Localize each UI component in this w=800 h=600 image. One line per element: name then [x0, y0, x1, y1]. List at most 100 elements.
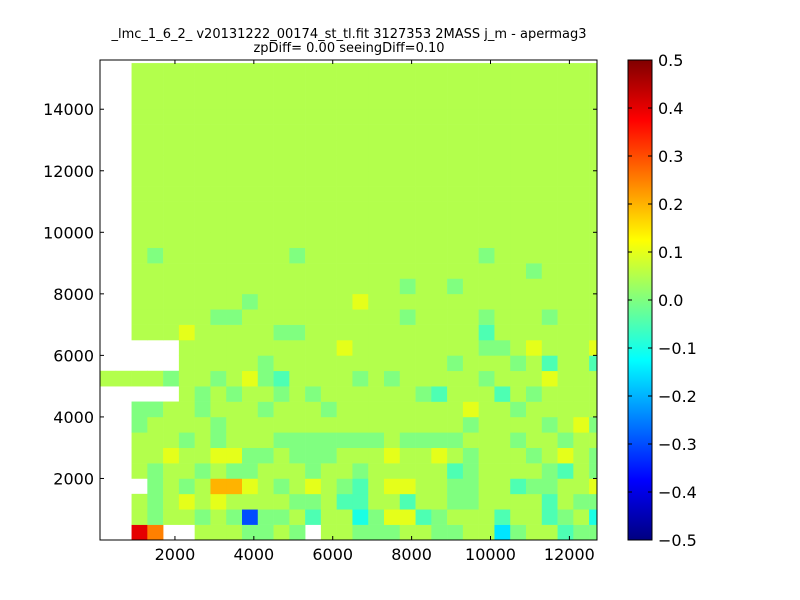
y-axis: 2000 4000 6000 8000 10000 12000 14000	[43, 100, 597, 488]
heatmap-cell	[478, 416, 495, 433]
heatmap-cell	[510, 140, 527, 156]
heatmap-cell	[289, 155, 306, 172]
heatmap-cell	[384, 109, 401, 125]
heatmap-cell	[478, 340, 495, 356]
heatmap-cell	[163, 155, 180, 172]
heatmap-cell	[573, 401, 590, 418]
heatmap-cell	[147, 309, 164, 325]
heatmap-cell	[305, 293, 322, 310]
heatmap-cell	[399, 263, 416, 279]
heatmap-cell	[494, 401, 511, 418]
heatmap-cell	[526, 124, 543, 141]
heatmap-cell	[431, 124, 448, 141]
heatmap-cell	[194, 432, 211, 448]
heatmap-cell	[510, 447, 527, 464]
heatmap-cell	[178, 432, 195, 448]
heatmap-cell	[384, 340, 401, 356]
heatmap-cell	[336, 478, 353, 495]
heatmap-cell	[289, 93, 306, 110]
heatmap-cell	[131, 509, 148, 525]
heatmap-cell	[163, 324, 180, 341]
heatmap-cell	[415, 93, 432, 110]
heatmap-cell	[478, 78, 495, 95]
heatmap-cell	[431, 493, 448, 510]
heatmap-cell	[494, 155, 511, 172]
heatmap-cell	[573, 493, 590, 510]
heatmap-cell	[242, 309, 259, 325]
heatmap-cell	[557, 463, 574, 479]
heatmap-cell	[589, 493, 598, 510]
heatmap-cell	[541, 124, 558, 141]
heatmap-cell	[336, 124, 353, 141]
heatmap-cell	[336, 140, 353, 156]
heatmap-cell	[431, 463, 448, 479]
heatmap-cell	[447, 432, 464, 448]
heatmap-cell	[115, 370, 132, 387]
heatmap-cell	[478, 509, 495, 525]
heatmap-cell	[478, 170, 495, 187]
heatmap-cell	[226, 416, 243, 433]
heatmap-cell	[226, 340, 243, 356]
heatmap-cell	[163, 170, 180, 187]
heatmap-cell	[494, 109, 511, 125]
heatmap-cell	[415, 340, 432, 356]
heatmap-cell	[289, 232, 306, 248]
colorbar-tick-label: −0.3	[658, 435, 697, 454]
heatmap-cell	[510, 370, 527, 387]
heatmap-cell	[494, 140, 511, 156]
heatmap-cell	[573, 109, 590, 125]
heatmap-cell	[431, 263, 448, 279]
heatmap-cell	[210, 140, 227, 156]
heatmap-cell	[305, 155, 322, 172]
heatmap-cell	[368, 124, 385, 141]
heatmap-cell	[368, 324, 385, 341]
heatmap-cell	[399, 340, 416, 356]
heatmap-cell	[447, 355, 464, 372]
heatmap-cell	[178, 155, 195, 172]
heatmap-cell	[163, 63, 180, 79]
heatmap-cell	[526, 140, 543, 156]
heatmap-cell	[257, 401, 274, 418]
heatmap-cell	[242, 278, 259, 295]
heatmap-cell	[526, 170, 543, 187]
heatmap-cell	[163, 432, 180, 448]
heatmap-cell	[589, 340, 598, 356]
heatmap-cell	[336, 463, 353, 479]
heatmap-cell	[242, 170, 259, 187]
heatmap-cell	[589, 109, 598, 125]
heatmap-cell	[415, 247, 432, 264]
heatmap-cell	[431, 93, 448, 110]
heatmap-cell	[273, 432, 290, 448]
heatmap-cell	[320, 216, 337, 233]
heatmap-cell	[210, 370, 227, 387]
heatmap-cell	[368, 447, 385, 464]
heatmap-cell	[320, 401, 337, 418]
heatmap-cell	[242, 293, 259, 310]
heatmap-cell	[131, 93, 148, 110]
heatmap-cell	[589, 170, 598, 187]
heatmap-cell	[320, 524, 337, 541]
heatmap-cell	[210, 416, 227, 433]
x-axis: 2000 4000 6000 8000 10000 12000	[155, 60, 595, 564]
heatmap-cell	[447, 216, 464, 233]
heatmap-cell	[194, 478, 211, 495]
heatmap-cell	[462, 493, 479, 510]
heatmap-cell	[163, 401, 180, 418]
heatmap-cell	[526, 78, 543, 95]
heatmap-cell	[384, 324, 401, 341]
heatmap-cell	[399, 247, 416, 264]
heatmap-cell	[447, 293, 464, 310]
heatmap-cell	[336, 447, 353, 464]
heatmap-cell	[273, 278, 290, 295]
heatmap-cell	[178, 263, 195, 279]
heatmap-cell	[494, 324, 511, 341]
heatmap-cell	[273, 478, 290, 495]
heatmap-cell	[557, 340, 574, 356]
heatmap-cell	[273, 370, 290, 387]
heatmap-cell	[289, 509, 306, 525]
heatmap-cell	[194, 370, 211, 387]
heatmap-cell	[541, 232, 558, 248]
heatmap-cell	[589, 124, 598, 141]
heatmap-cell	[478, 493, 495, 510]
heatmap-cell	[557, 401, 574, 418]
